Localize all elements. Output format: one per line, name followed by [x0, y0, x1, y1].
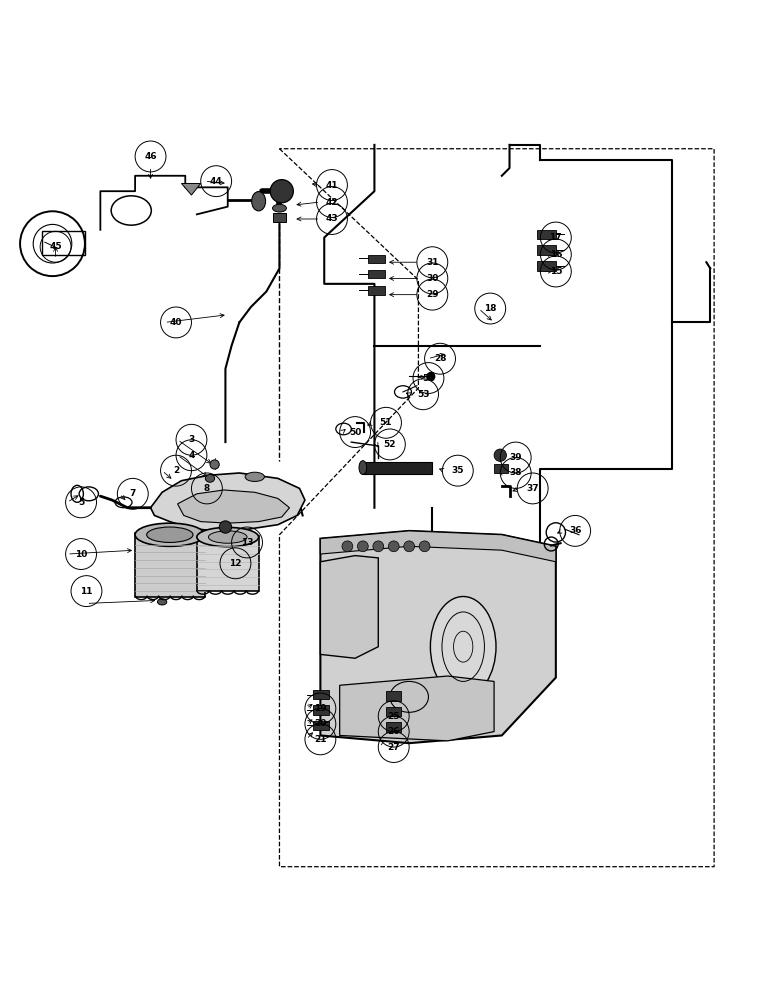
- Bar: [386, 707, 401, 716]
- Text: 3: 3: [188, 435, 195, 444]
- Polygon shape: [320, 556, 378, 658]
- Text: 53: 53: [417, 390, 429, 399]
- Circle shape: [373, 541, 384, 552]
- Text: 51: 51: [380, 418, 392, 427]
- Bar: [368, 255, 385, 263]
- Bar: [197, 536, 259, 591]
- Text: 7: 7: [130, 489, 136, 498]
- Polygon shape: [181, 183, 201, 195]
- Text: 28: 28: [434, 354, 446, 363]
- Ellipse shape: [359, 461, 367, 475]
- Text: 40: 40: [170, 318, 182, 327]
- Ellipse shape: [208, 531, 247, 543]
- Ellipse shape: [147, 527, 193, 542]
- Text: 13: 13: [241, 538, 253, 547]
- Text: 11: 11: [80, 587, 93, 596]
- Circle shape: [419, 541, 430, 552]
- FancyArrowPatch shape: [550, 543, 561, 546]
- Polygon shape: [178, 490, 290, 523]
- Text: 2: 2: [173, 466, 179, 475]
- Text: 42: 42: [326, 198, 338, 207]
- Text: 12: 12: [229, 559, 242, 568]
- Text: 35: 35: [452, 466, 464, 475]
- Circle shape: [494, 449, 506, 461]
- Bar: [313, 721, 329, 730]
- Text: 26: 26: [388, 727, 400, 736]
- Text: 36: 36: [569, 526, 581, 535]
- Text: 38: 38: [510, 468, 522, 477]
- Text: 30: 30: [426, 274, 438, 283]
- Bar: [537, 245, 556, 255]
- Text: 27: 27: [388, 743, 400, 752]
- Bar: [386, 722, 401, 732]
- Text: 29: 29: [426, 290, 438, 299]
- Text: 31: 31: [426, 258, 438, 267]
- Text: 17: 17: [550, 233, 562, 242]
- Ellipse shape: [135, 523, 205, 546]
- Circle shape: [357, 541, 368, 552]
- Ellipse shape: [210, 460, 219, 469]
- Text: 54: 54: [422, 374, 435, 383]
- Bar: [135, 533, 205, 596]
- Bar: [494, 464, 508, 473]
- Ellipse shape: [157, 599, 167, 605]
- Text: 4: 4: [188, 451, 195, 460]
- Text: 44: 44: [210, 177, 222, 186]
- Circle shape: [426, 372, 435, 381]
- Text: 8: 8: [204, 484, 210, 493]
- Circle shape: [404, 541, 415, 552]
- Bar: [537, 261, 556, 271]
- Bar: [313, 705, 329, 715]
- Text: 52: 52: [384, 440, 396, 449]
- Text: 16: 16: [550, 250, 562, 259]
- Bar: [363, 462, 432, 474]
- Text: 50: 50: [349, 428, 361, 437]
- Text: 39: 39: [510, 453, 522, 462]
- Text: 37: 37: [527, 484, 539, 493]
- Text: 43: 43: [326, 214, 338, 223]
- Text: 5: 5: [78, 498, 84, 507]
- Ellipse shape: [431, 596, 496, 697]
- Circle shape: [342, 541, 353, 552]
- Text: 41: 41: [326, 181, 338, 190]
- Ellipse shape: [245, 472, 264, 481]
- Bar: [537, 230, 556, 239]
- Bar: [42, 231, 85, 255]
- Ellipse shape: [270, 180, 293, 203]
- Text: 46: 46: [144, 152, 157, 161]
- Polygon shape: [320, 531, 556, 743]
- Bar: [313, 690, 329, 699]
- Circle shape: [219, 521, 232, 533]
- Ellipse shape: [197, 527, 259, 547]
- Ellipse shape: [273, 204, 286, 212]
- Text: 25: 25: [388, 712, 400, 721]
- Text: 10: 10: [75, 550, 87, 559]
- Text: 15: 15: [550, 267, 562, 276]
- Ellipse shape: [205, 475, 215, 482]
- Circle shape: [388, 541, 399, 552]
- Text: 45: 45: [49, 242, 62, 251]
- Polygon shape: [320, 531, 556, 562]
- Bar: [386, 691, 401, 701]
- Ellipse shape: [252, 192, 266, 211]
- Bar: [368, 270, 385, 278]
- Text: 18: 18: [484, 304, 496, 313]
- Bar: [368, 286, 385, 295]
- Bar: [273, 213, 286, 222]
- Polygon shape: [340, 676, 494, 741]
- Text: 20: 20: [314, 719, 327, 728]
- Polygon shape: [151, 473, 305, 531]
- Text: 21: 21: [314, 735, 327, 744]
- Text: 19: 19: [314, 704, 327, 713]
